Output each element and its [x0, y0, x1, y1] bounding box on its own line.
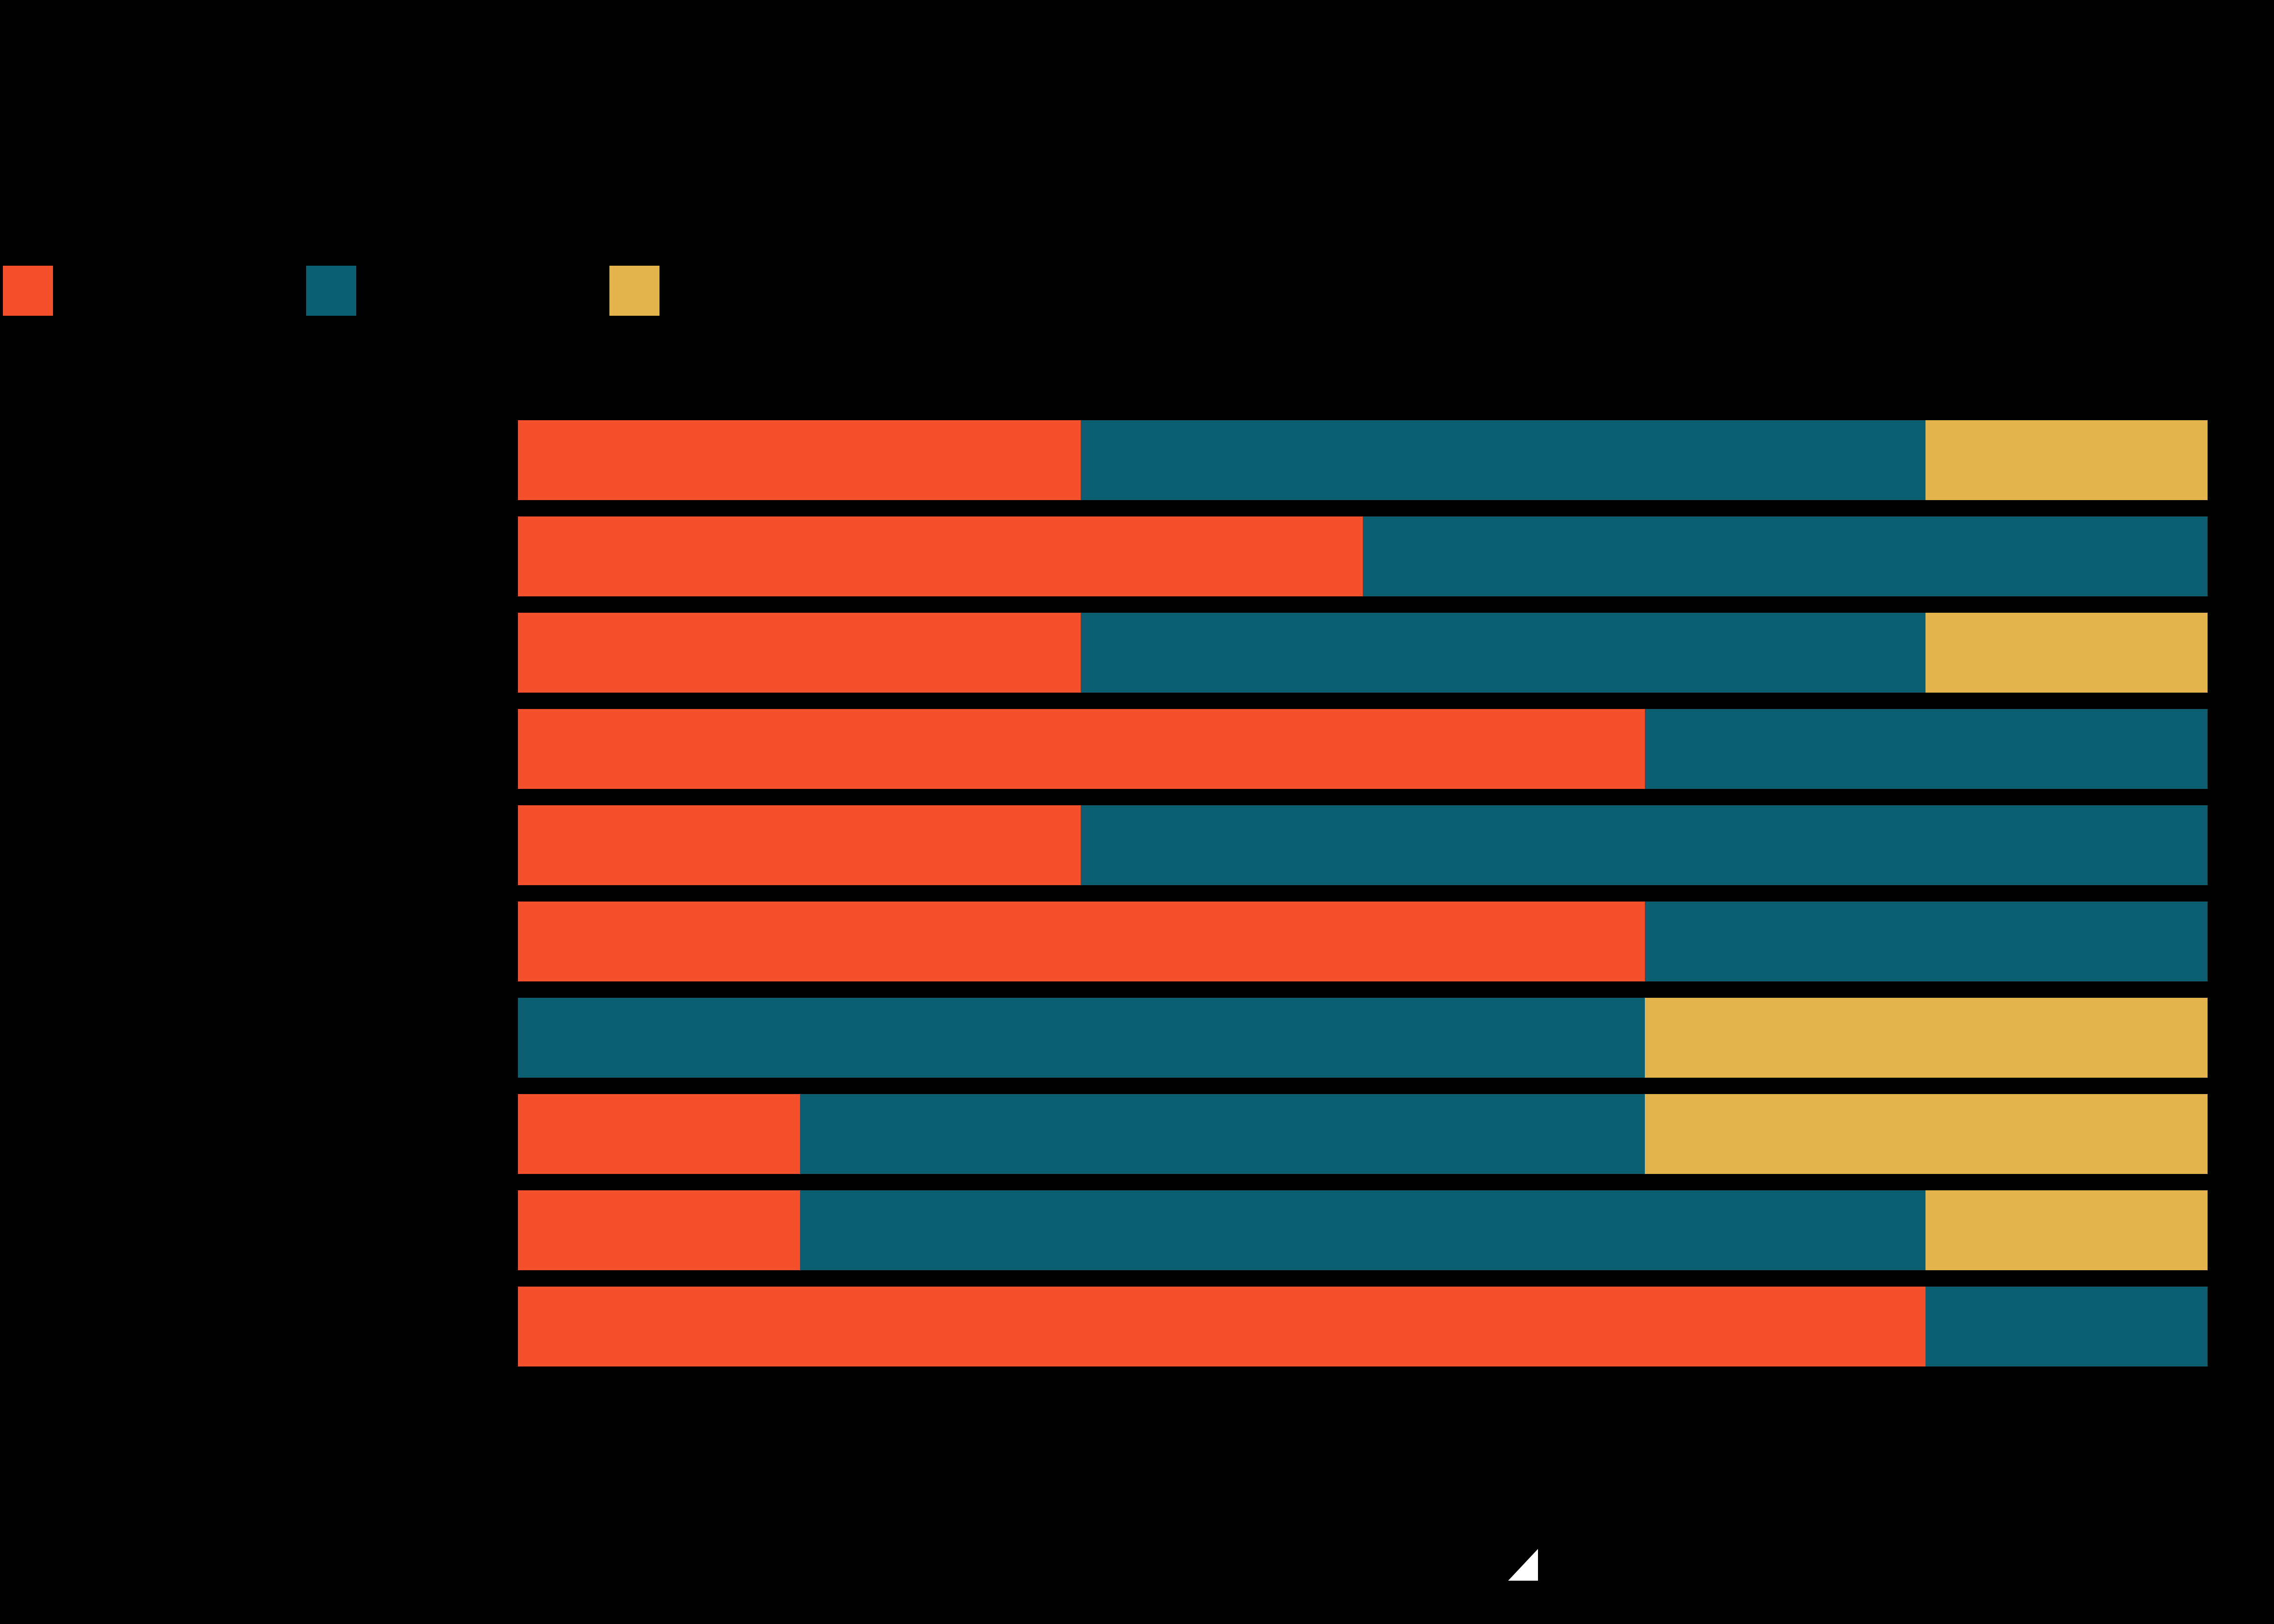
bar-row: [518, 709, 2208, 789]
category-label: [0, 1190, 501, 1270]
category-label: [0, 1094, 501, 1174]
category-label: [0, 709, 501, 789]
bar-segment-series-2-teal: [518, 998, 1645, 1078]
bar-segment-series-3-gold: [1645, 1094, 2208, 1174]
bar-segment-series-2-teal: [1645, 709, 2208, 789]
corner-triangle-icon: [1508, 1549, 1538, 1581]
category-label: [0, 902, 501, 981]
bar-chart: [518, 420, 2208, 1366]
category-label: [0, 1287, 501, 1366]
bar-row: [518, 613, 2208, 693]
bar-row: [518, 1287, 2208, 1366]
bar-row: [518, 420, 2208, 500]
bar-segment-series-3-gold: [1925, 1190, 2208, 1270]
legend-item-series-1[interactable]: [3, 266, 162, 316]
bar-segment-series-2-teal: [1363, 516, 2208, 596]
bar-segment-series-1-orange: [518, 1094, 801, 1174]
bar-segment-series-1-orange: [518, 613, 1081, 693]
category-axis: [0, 420, 501, 1383]
bar-segment-series-1-orange: [518, 902, 1645, 981]
bar-segment-series-1-orange: [518, 1190, 800, 1270]
legend-item-series-3[interactable]: [609, 266, 768, 316]
bar-row: [518, 998, 2208, 1078]
legend-swatch-teal-icon: [306, 266, 356, 316]
category-label: [0, 805, 501, 885]
bar-row: [518, 902, 2208, 981]
category-label: [0, 516, 501, 596]
category-label: [0, 613, 501, 693]
bar-row: [518, 1094, 2208, 1174]
legend-swatch-orange-icon: [3, 266, 53, 316]
bar-segment-series-2-teal: [800, 1190, 1926, 1270]
bar-segment-series-1-orange: [518, 709, 1645, 789]
bar-segment-series-2-teal: [1080, 420, 1925, 500]
bar-segment-series-2-teal: [1645, 902, 2208, 981]
bar-segment-series-2-teal: [800, 1094, 1645, 1174]
bar-row: [518, 805, 2208, 885]
category-label: [0, 420, 501, 500]
bar-segment-series-2-teal: [1080, 613, 1925, 693]
bar-segment-series-3-gold: [1925, 613, 2208, 693]
bar-segment-series-1-orange: [518, 805, 1081, 885]
bar-segment-series-1-orange: [518, 420, 1081, 500]
bar-segment-series-1-orange: [518, 516, 1363, 596]
bar-segment-series-2-teal: [1080, 805, 2208, 885]
bar-segment-series-1-orange: [518, 1287, 1925, 1366]
legend-item-series-2[interactable]: [306, 266, 465, 316]
legend: [3, 266, 913, 316]
bar-segment-series-2-teal: [1925, 1287, 2208, 1366]
bar-segment-series-3-gold: [1925, 420, 2208, 500]
bar-segment-series-3-gold: [1645, 998, 2208, 1078]
legend-swatch-gold-icon: [609, 266, 659, 316]
bar-row: [518, 1190, 2208, 1270]
category-label: [0, 998, 501, 1078]
bar-row: [518, 516, 2208, 596]
